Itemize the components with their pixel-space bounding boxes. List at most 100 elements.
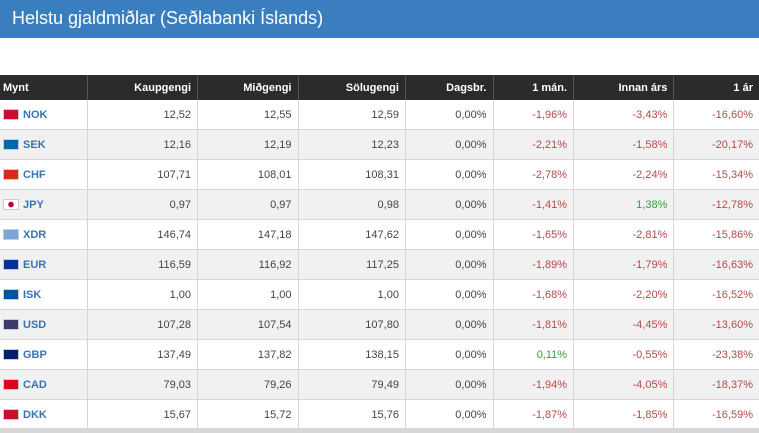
currency-code: SEK bbox=[23, 138, 46, 151]
currency-cell: ISK bbox=[0, 279, 88, 310]
currency-code: CAD bbox=[23, 378, 47, 391]
column-header[interactable]: Dagsbr. bbox=[404, 75, 493, 100]
currency-link[interactable]: ISK bbox=[3, 289, 81, 301]
value-cell: 116,59 bbox=[86, 249, 198, 280]
flag-icon bbox=[3, 409, 19, 420]
table-row: ISK 1,00 1,00 1,00 0,00% -1,68% -2,20% -16,52% bbox=[0, 279, 759, 310]
value-cell: -1,94% bbox=[492, 369, 574, 400]
value-cell: 0,00% bbox=[404, 249, 493, 280]
value-cell: 1,38% bbox=[573, 189, 674, 220]
table-row: DKK 15,67 15,72 15,76 0,00% -1,87% -1,85% -16,5… bbox=[0, 399, 759, 430]
value-cell: 0,00% bbox=[404, 339, 493, 370]
value-cell: 79,03 bbox=[86, 369, 198, 400]
scrollbar-track[interactable] bbox=[0, 428, 759, 433]
currency-cell: NOK bbox=[0, 100, 88, 130]
value-cell: 116,92 bbox=[197, 249, 298, 280]
value-cell: -1,96% bbox=[492, 100, 574, 130]
value-cell: 12,52 bbox=[86, 100, 198, 130]
column-header[interactable]: Kaupgengi bbox=[86, 75, 198, 100]
value-cell: -2,78% bbox=[492, 159, 574, 190]
value-cell: -3,43% bbox=[573, 100, 674, 130]
value-cell: -15,34% bbox=[673, 159, 759, 190]
value-cell: -13,60% bbox=[673, 309, 759, 340]
value-cell: -20,17% bbox=[673, 129, 759, 160]
currency-cell: DKK bbox=[0, 399, 88, 430]
column-header[interactable]: 1 mán. bbox=[492, 75, 574, 100]
column-header[interactable]: Mynt bbox=[0, 75, 88, 100]
table-row: EUR 116,59 116,92 117,25 0,00% -1,89% -1,79% -1… bbox=[0, 249, 759, 280]
value-cell: -2,20% bbox=[573, 279, 674, 310]
value-cell: -1,58% bbox=[573, 129, 674, 160]
currency-code: ISK bbox=[23, 288, 42, 301]
column-header[interactable]: Innan árs bbox=[573, 75, 674, 100]
currency-code: DKK bbox=[23, 408, 47, 421]
value-cell: -1,89% bbox=[492, 249, 574, 280]
currency-cell: JPY bbox=[0, 189, 88, 220]
value-cell: -1,68% bbox=[492, 279, 574, 310]
value-cell: 108,31 bbox=[297, 159, 406, 190]
currency-cell: XDR bbox=[0, 219, 88, 250]
table-row: JPY 0,97 0,97 0,98 0,00% -1,41% 1,38% -12,78% bbox=[0, 189, 759, 220]
currency-link[interactable]: DKK bbox=[3, 409, 81, 421]
value-cell: -1,81% bbox=[492, 309, 574, 340]
value-cell: 0,11% bbox=[492, 339, 574, 370]
table-row: USD 107,28 107,54 107,80 0,00% -1,81% -4,45% -1… bbox=[0, 309, 759, 340]
value-cell: 15,72 bbox=[197, 399, 298, 430]
value-cell: 79,49 bbox=[297, 369, 406, 400]
flag-icon bbox=[3, 199, 19, 210]
value-cell: 117,25 bbox=[297, 249, 406, 280]
value-cell: 137,82 bbox=[197, 339, 298, 370]
currency-cell: EUR bbox=[0, 249, 88, 280]
value-cell: 0,97 bbox=[197, 189, 298, 220]
column-header[interactable]: 1 ár bbox=[673, 75, 759, 100]
currency-cell: CAD bbox=[0, 369, 88, 400]
value-cell: -12,78% bbox=[673, 189, 759, 220]
value-cell: -16,52% bbox=[673, 279, 759, 310]
flag-icon bbox=[3, 169, 19, 180]
value-cell: 0,00% bbox=[404, 129, 493, 160]
flag-icon bbox=[3, 289, 19, 300]
currency-link[interactable]: GBP bbox=[3, 349, 81, 361]
value-cell: 1,00 bbox=[86, 279, 198, 310]
currency-link[interactable]: JPY bbox=[3, 199, 81, 211]
value-cell: 138,15 bbox=[297, 339, 406, 370]
value-cell: 147,62 bbox=[297, 219, 406, 250]
value-cell: 1,00 bbox=[197, 279, 298, 310]
flag-icon bbox=[3, 319, 19, 330]
value-cell: 107,54 bbox=[197, 309, 298, 340]
currency-code: USD bbox=[23, 318, 47, 331]
currency-link[interactable]: USD bbox=[3, 319, 81, 331]
value-cell: -16,59% bbox=[673, 399, 759, 430]
value-cell: 0,00% bbox=[404, 369, 493, 400]
flag-icon bbox=[3, 349, 19, 360]
value-cell: -23,38% bbox=[673, 339, 759, 370]
page-title: Helstu gjaldmiðlar (Seðlabanki Íslands) bbox=[0, 0, 759, 38]
currency-link[interactable]: CHF bbox=[3, 169, 81, 181]
currency-link[interactable]: NOK bbox=[3, 109, 81, 121]
value-cell: 12,16 bbox=[86, 129, 198, 160]
value-cell: 0,00% bbox=[404, 159, 493, 190]
value-cell: 0,97 bbox=[86, 189, 198, 220]
currency-link[interactable]: EUR bbox=[3, 259, 81, 271]
currency-link[interactable]: XDR bbox=[3, 229, 81, 241]
flag-icon bbox=[3, 139, 19, 150]
currency-cell: GBP bbox=[0, 339, 88, 370]
table-header: Mynt Kaupgengi Miðgengi Sölugengi Dagsbr. 1 m… bbox=[0, 75, 759, 100]
value-cell: -4,05% bbox=[573, 369, 674, 400]
column-header[interactable]: Miðgengi bbox=[197, 75, 298, 100]
value-cell: -18,37% bbox=[673, 369, 759, 400]
value-cell: 12,23 bbox=[297, 129, 406, 160]
currency-code: GBP bbox=[23, 348, 47, 361]
flag-icon bbox=[3, 229, 19, 240]
table-row: GBP 137,49 137,82 138,15 0,00% 0,11% -0,55% -23… bbox=[0, 339, 759, 370]
flag-icon bbox=[3, 379, 19, 390]
value-cell: 0,00% bbox=[404, 399, 493, 430]
value-cell: 0,00% bbox=[404, 279, 493, 310]
value-cell: -1,79% bbox=[573, 249, 674, 280]
currency-code: CHF bbox=[23, 168, 46, 181]
currency-link[interactable]: CAD bbox=[3, 379, 81, 391]
value-cell: 0,00% bbox=[404, 100, 493, 130]
column-header[interactable]: Sölugengi bbox=[297, 75, 406, 100]
value-cell: 108,01 bbox=[197, 159, 298, 190]
currency-link[interactable]: SEK bbox=[3, 139, 81, 151]
